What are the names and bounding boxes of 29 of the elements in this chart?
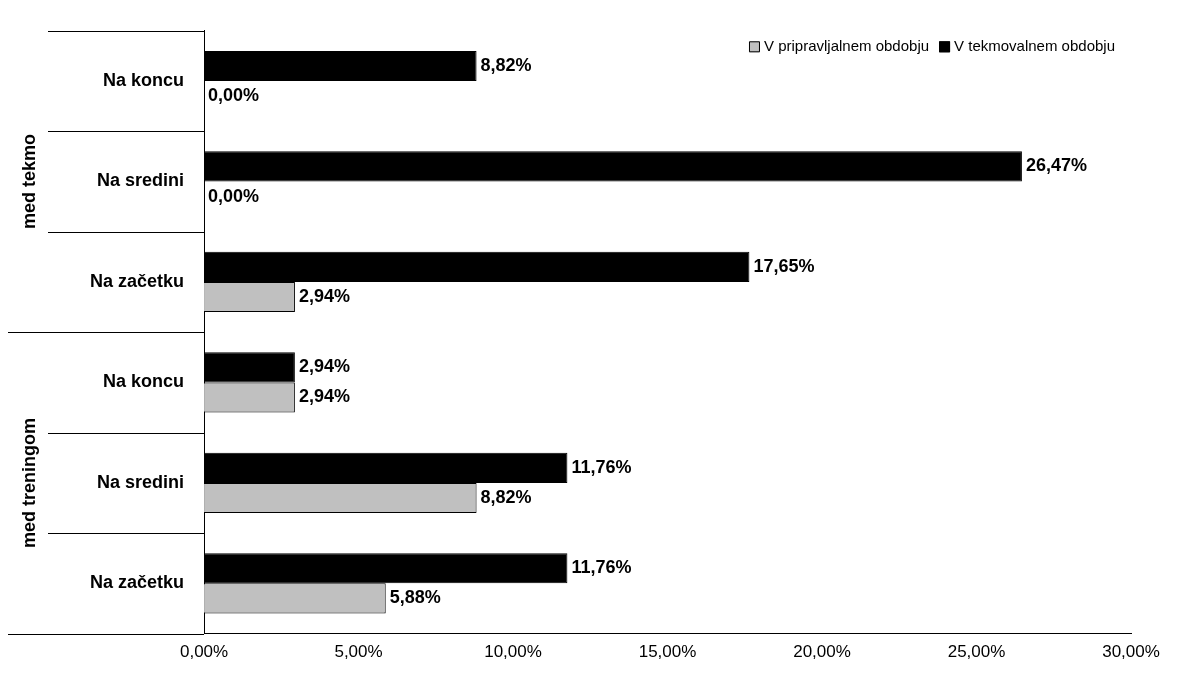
y-tick-label: Na začetku xyxy=(90,270,185,291)
x-tick-label: 10,00% xyxy=(484,642,542,662)
x-tick-label: 25,00% xyxy=(947,642,1006,662)
data-label: 2,94% xyxy=(298,386,350,407)
x-tick-label: 20,00% xyxy=(793,642,851,662)
y-tick-label: Na sredini xyxy=(97,170,185,191)
x-tick-label: 0,00% xyxy=(179,642,229,662)
data-label: 17,65% xyxy=(753,255,815,276)
x-tick-label: 5,00% xyxy=(334,642,383,662)
y-tick-label: Na sredini xyxy=(97,471,185,492)
y-tick-label: Na začetku xyxy=(90,572,185,593)
text: med treningom xyxy=(18,417,39,548)
y-tick-label: Na koncu xyxy=(103,371,185,392)
data-label: 2,94% xyxy=(298,286,350,307)
y-tick-label: Na koncu xyxy=(103,70,185,90)
data-label: 2,94% xyxy=(298,356,350,377)
text: med tekmo xyxy=(18,133,39,230)
legend-label: V pripravljalnem obdobju xyxy=(763,36,930,54)
legend-label: V tekmovalnem obdobju xyxy=(954,36,1116,54)
x-tick-label: 30,00% xyxy=(1102,642,1160,662)
data-label: 5,88% xyxy=(389,587,441,608)
data-label: 0,00% xyxy=(208,185,260,206)
data-label: 8,82% xyxy=(480,54,532,75)
data-label: 26,47% xyxy=(1025,155,1087,176)
data-label: 11,76% xyxy=(571,456,632,477)
x-tick-label: 15,00% xyxy=(638,642,697,662)
data-label: 11,76% xyxy=(571,557,632,578)
data-label: 0,00% xyxy=(208,85,260,106)
data-label: 8,82% xyxy=(480,486,532,507)
